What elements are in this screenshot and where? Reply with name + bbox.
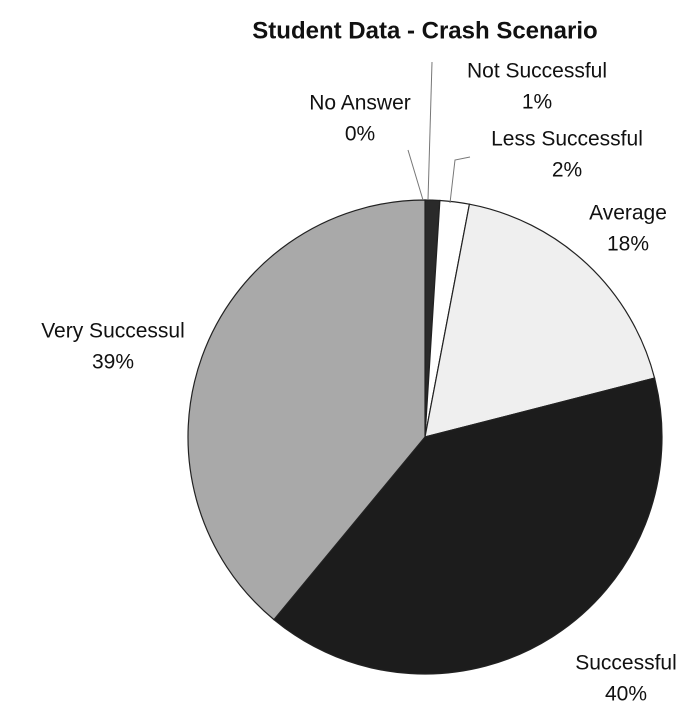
chart-title: Student Data - Crash Scenario [252, 17, 597, 44]
slice-value-label: 1% [522, 91, 552, 114]
pie-slice [424, 203, 656, 438]
pie [187, 199, 663, 675]
leader-line [427, 61, 433, 201]
slice-value-label: 2% [552, 159, 582, 182]
slice-label: Not Successful [467, 60, 607, 83]
slice-value-label: 18% [607, 233, 649, 256]
slice-value-label: 0% [345, 123, 375, 146]
pie-slice [273, 377, 663, 675]
pie-slice [187, 199, 426, 621]
leader-line [407, 149, 424, 201]
slice-label: No Answer [309, 92, 411, 115]
slice-value-label: 40% [605, 683, 647, 706]
slice-label: Very Successul [41, 320, 185, 343]
leader-line [449, 156, 471, 204]
slice-label: Less Successful [491, 128, 643, 151]
slice-value-label: 39% [92, 351, 134, 374]
slice-label: Average [589, 202, 667, 225]
slice-label: Successful [575, 652, 677, 675]
